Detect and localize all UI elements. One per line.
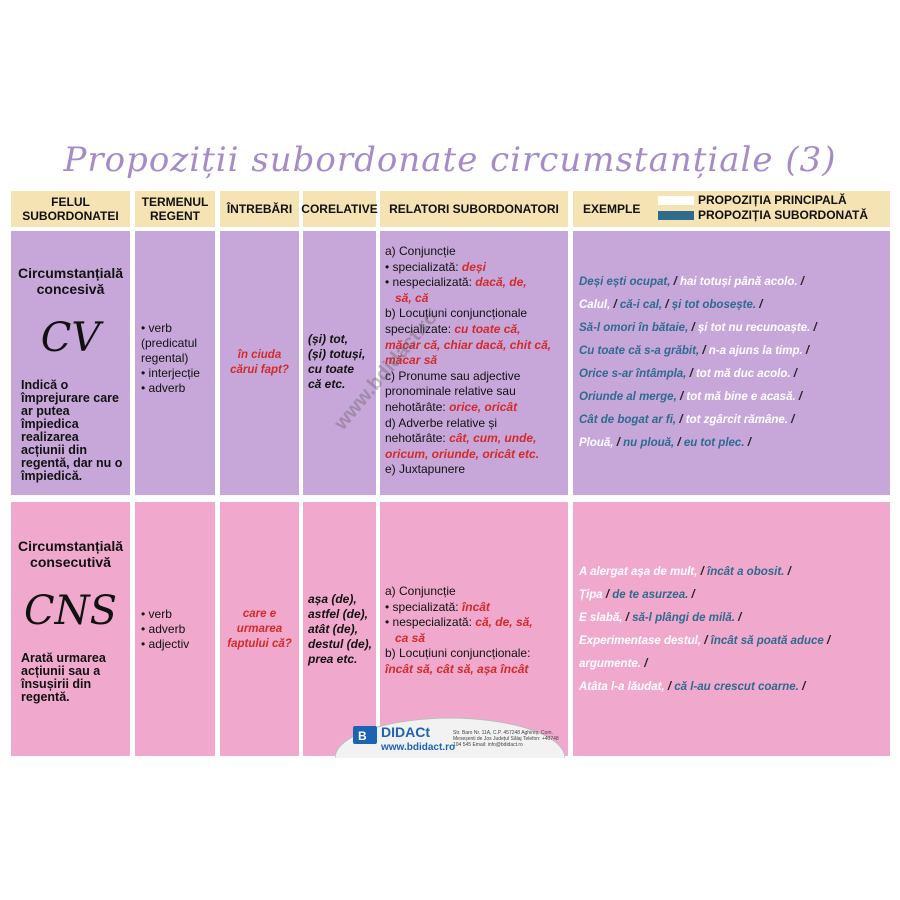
example-clause: eu tot plec. <box>683 437 745 449</box>
row1-desc: Indică o împrejurare care ar putea împie… <box>21 378 123 483</box>
legend-swatch-subordonata <box>658 211 694 221</box>
example-clause: Deși ești ocupat, <box>579 276 671 288</box>
publisher-logo: B DIDACt www.bdidact.ro Str. Baro Nr. 11… <box>335 712 565 758</box>
legend-subordonata: PROPOZIȚIA SUBORDONATĂ <box>698 208 868 222</box>
example-line: Țipa / de te asurzea. / <box>579 589 695 601</box>
example-clause: Plouă, <box>579 437 614 449</box>
example-line: Să-l omori în bătaie, / și tot nu recuno… <box>579 322 817 334</box>
row2-termen-item: adjectiv <box>141 637 215 652</box>
example-clause: Să-l omori în bătaie, <box>579 322 689 334</box>
row2-name: Circumstanțială consecutivă <box>17 538 124 570</box>
row1-felul: Circumstanțială concesivă CV Indică o împ… <box>11 231 130 495</box>
row1-termen-item: verb <box>141 321 215 336</box>
example-clause: argumente. <box>579 658 641 670</box>
row2-relatori: a) Conjuncție • specializată: încât • ne… <box>380 502 568 756</box>
example-clause: hai totuși până acolo. <box>679 276 798 288</box>
example-clause: că l-au crescut coarne. <box>674 681 799 693</box>
example-clause: de te asurzea. <box>612 589 689 601</box>
example-clause: Atâta l-a lăudat, <box>579 681 665 693</box>
example-clause: nu plouă, <box>623 437 675 449</box>
logo-address: Str. Baro Nr. 11A, C.P. 457248 Aghireș, … <box>453 730 559 748</box>
example-clause: n-a ajuns la timp. <box>708 345 803 357</box>
svg-text:B: B <box>358 729 367 743</box>
example-line: Oriunde al merge, / tot mă bine e acasă.… <box>579 391 803 403</box>
example-line: Atâta l-a lăudat, / că l-au crescut coar… <box>579 681 806 693</box>
header-termenul: TERMENUL REGENT <box>135 191 215 227</box>
legend-swatch-principala <box>658 196 694 206</box>
example-clause: Experimentase destul, <box>579 635 702 647</box>
example-line: E slabă, / să-l plângi de milă. / <box>579 612 742 624</box>
example-line: Experimentase destul, / încât să poată a… <box>579 635 831 647</box>
example-clause: Oriunde al merge, <box>579 391 677 403</box>
header-intrebari: ÎNTREBĂRI <box>220 191 299 227</box>
row1-relatori: a) Conjuncție • specializată: deși • nes… <box>380 231 568 495</box>
logo-arc-icon: B <box>335 717 565 758</box>
example-clause: Calul, <box>579 299 611 311</box>
row1-termen-item: interjecție <box>141 366 215 381</box>
example-clause: Orice s-ar întâmpla, <box>579 368 687 380</box>
header-corelative: CORELATIVE <box>301 191 378 227</box>
example-line: Orice s-ar întâmpla, / tot mă duc acolo.… <box>579 368 797 380</box>
example-clause: că-i cal, <box>619 299 663 311</box>
example-line: Deși ești ocupat, / hai totuși până acol… <box>579 276 804 288</box>
row1-termen: verb (predicatul regental) interjecție a… <box>135 231 215 495</box>
example-line: argumente. / <box>579 658 648 670</box>
row1-termen-item: adverb <box>141 381 215 396</box>
example-clause: și tot nu recunoaște. <box>697 322 811 334</box>
logo-url: www.bdidact.ro <box>381 742 456 753</box>
row1-abbr: CV <box>40 315 101 361</box>
row2-termen: verb adverb adjectiv <box>135 502 215 756</box>
header-felul: FELUL SUBORDONATEI <box>11 191 130 227</box>
example-clause: tot mă duc acolo. <box>695 368 791 380</box>
legend: PROPOZIȚIA PRINCIPALĂ PROPOZIȚIA SUBORDO… <box>658 193 868 223</box>
example-clause: E slabă, <box>579 612 623 624</box>
row2-felul: Circumstanțială consecutivă CNS Arată urm… <box>11 502 130 756</box>
example-clause: Cât de bogat ar fi, <box>579 414 677 426</box>
example-line: Calul, / că-i cal, / și tot obosește. / <box>579 299 763 311</box>
example-clause: Cu toate că s-a grăbit, <box>579 345 700 357</box>
row2-examples: A alergat așa de mult, / încât a obosit.… <box>573 561 890 699</box>
example-line: Plouă, / nu plouă, / eu tot plec. / <box>579 437 751 449</box>
header-exemple: EXEMPLE <box>573 191 890 227</box>
logo-brand: DIDACt <box>381 724 430 740</box>
example-clause: A alergat așa de mult, <box>579 566 698 578</box>
example-clause: să-l plângi de milă. <box>632 612 735 624</box>
example-clause: tot mă bine e acasă. <box>686 391 796 403</box>
row2-corelative: așa (de), astfel (de), atât (de), destul… <box>303 502 376 756</box>
example-clause: încât să poată aduce <box>710 635 824 647</box>
example-clause: și tot obosește. <box>671 299 757 311</box>
example-line: Cât de bogat ar fi, / tot zgârcit rămâne… <box>579 414 795 426</box>
poster-title: Propoziții subordonate circumstanțiale (… <box>63 140 837 180</box>
row2-desc: Arată urmarea acțiunii sau a însușirii d… <box>21 651 106 704</box>
row2-termen-item: adverb <box>141 622 215 637</box>
header-exemple-label: EXEMPLE <box>583 202 641 216</box>
row2-termen-item: verb <box>141 607 215 622</box>
row1-intrebari: în ciuda cărui fapt? <box>220 231 299 495</box>
row1-exemple: Deși ești ocupat, / hai totuși până acol… <box>573 231 890 495</box>
row2-exemple: A alergat așa de mult, / încât a obosit.… <box>573 502 890 756</box>
example-line: Cu toate că s-a grăbit, / n-a ajuns la t… <box>579 345 810 357</box>
row2-intrebari: care e urmarea faptului că? <box>220 502 299 756</box>
row1-termen-cont: (predicatul regental) <box>141 336 198 365</box>
row1-name: Circumstanțială concesivă <box>17 265 124 297</box>
row1-corelative: (și) tot, (și) totuși, cu toate că etc. <box>303 231 376 495</box>
example-clause: încât a obosit. <box>707 566 785 578</box>
example-clause: tot zgârcit rămâne. <box>685 414 788 426</box>
example-clause: Țipa <box>579 589 603 601</box>
row1-examples: Deși ești ocupat, / hai totuși până acol… <box>573 271 890 455</box>
legend-principala: PROPOZIȚIA PRINCIPALĂ <box>698 193 847 207</box>
row2-abbr: CNS <box>23 588 117 634</box>
example-line: A alergat așa de mult, / încât a obosit.… <box>579 566 791 578</box>
header-relatori: RELATORI SUBORDONATORI <box>380 191 568 227</box>
